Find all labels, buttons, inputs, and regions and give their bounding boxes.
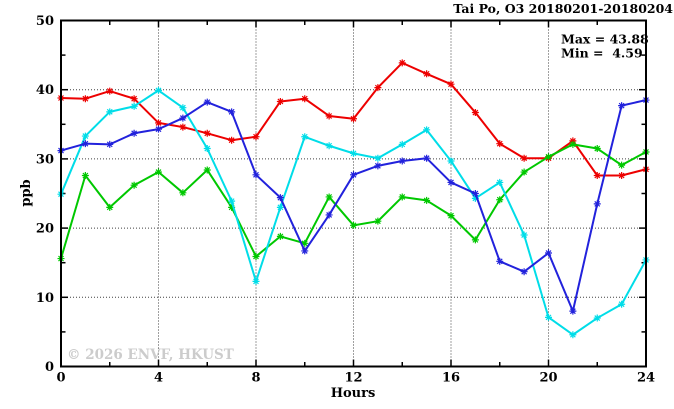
plot-border <box>60 19 647 368</box>
series-green <box>57 140 650 263</box>
y-tick-label: 20 <box>36 222 54 237</box>
x-tick-label: 12 <box>344 371 362 386</box>
y-tick-label: 0 <box>45 360 54 375</box>
x-tick-label: 24 <box>637 371 655 386</box>
y-axis-label: ppb <box>19 179 34 206</box>
watermark: © 2026 ENVF, HKUST <box>67 347 234 363</box>
y-tick-label: 40 <box>36 83 54 98</box>
min-annotation: Min = 4.59 <box>561 46 643 61</box>
chart-title: Tai Po, O3 20180201-20180204 <box>453 1 673 16</box>
data-series <box>57 59 650 339</box>
x-axis-label: Hours <box>331 386 376 401</box>
y-tick-label: 50 <box>36 14 54 29</box>
x-tick-label: 16 <box>442 371 460 386</box>
x-tick-label: 20 <box>539 371 557 386</box>
gridlines <box>61 20 646 367</box>
x-tick-label: 8 <box>251 371 260 386</box>
y-tick-label: 30 <box>36 152 54 167</box>
y-tick-label: 10 <box>36 291 54 306</box>
max-annotation: Max = 43.88 <box>561 32 649 47</box>
x-tick-label: 4 <box>154 371 163 386</box>
series-red <box>57 59 650 180</box>
series-red-markers <box>57 59 650 180</box>
x-tick-label: 0 <box>56 371 65 386</box>
tick-labels: 0 4 8 12 16 20 24 0 10 20 30 40 50 <box>36 14 655 386</box>
